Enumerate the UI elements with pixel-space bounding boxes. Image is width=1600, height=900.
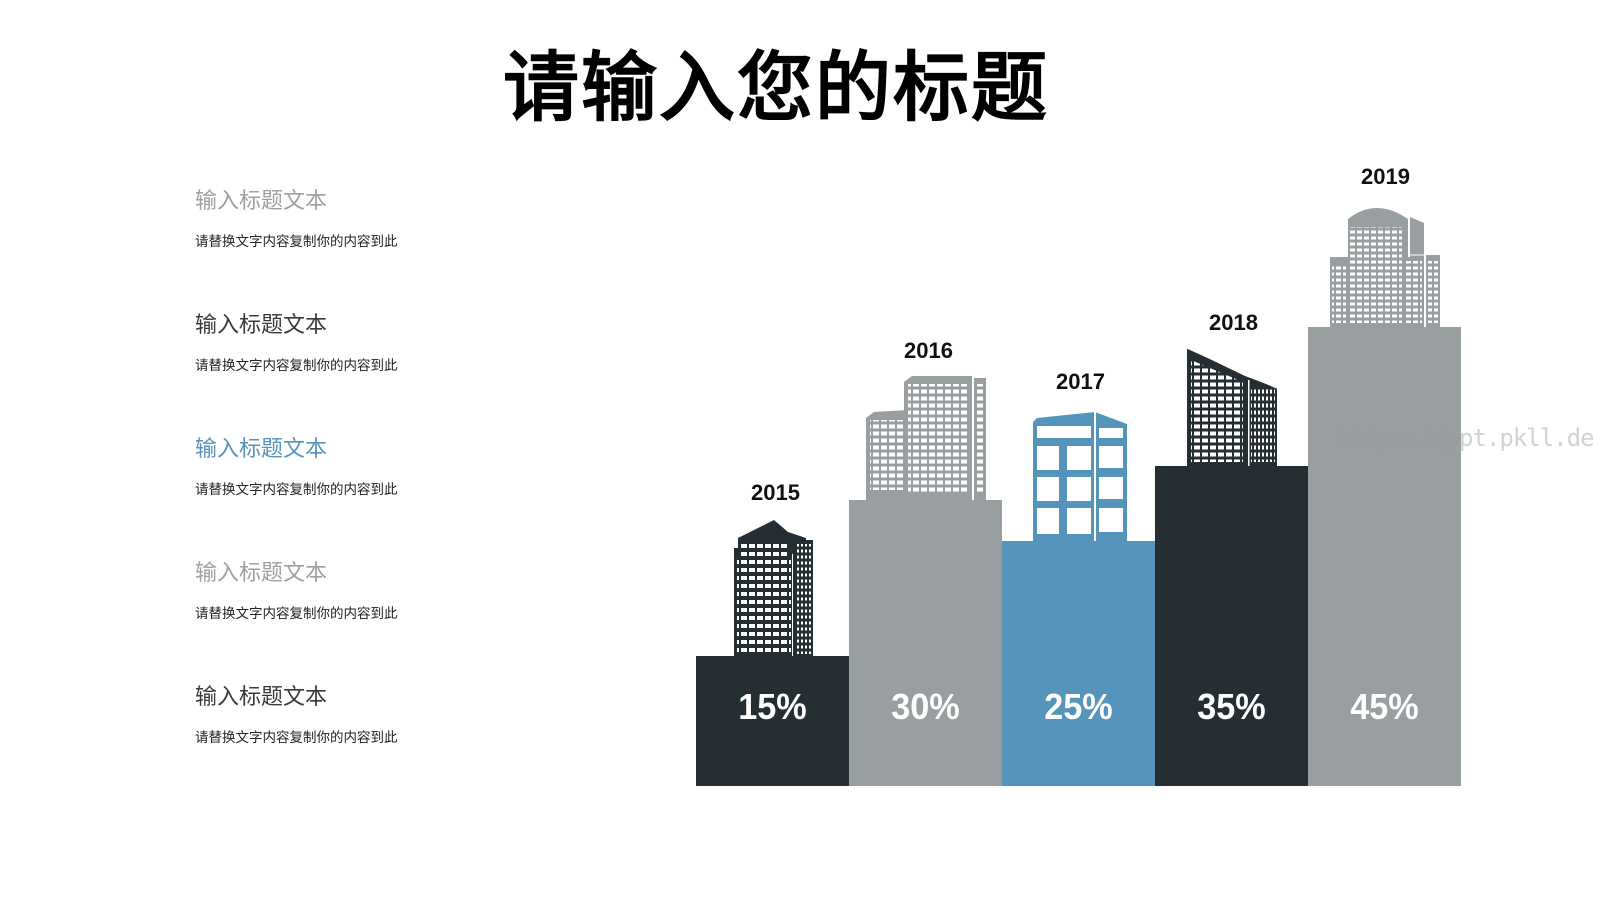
- list-item: 输入标题文本 请替换文字内容复制你的内容到此: [195, 308, 495, 432]
- value-label: 30%: [891, 686, 960, 727]
- value-label: 25%: [1044, 686, 1113, 727]
- value-label: 35%: [1197, 686, 1266, 727]
- year-label: 2016: [904, 338, 953, 363]
- bar-2019: [1308, 327, 1461, 786]
- year-label: 2015: [751, 480, 800, 505]
- year-label: 2017: [1056, 369, 1105, 394]
- bar-2015: [696, 656, 849, 786]
- item-body: 请替换文字内容复制你的内容到此: [195, 234, 398, 250]
- item-heading: 输入标题文本: [195, 189, 328, 214]
- item-body: 请替换文字内容复制你的内容到此: [195, 482, 398, 498]
- list-item: 输入标题文本 请替换文字内容复制你的内容到此: [195, 184, 495, 308]
- item-heading: 输入标题文本: [195, 561, 328, 586]
- list-item: 输入标题文本 请替换文字内容复制你的内容到此: [195, 432, 495, 556]
- building-icon: [1033, 412, 1127, 541]
- building-icon: [866, 376, 986, 500]
- value-label: 15%: [738, 686, 807, 727]
- text-list: 输入标题文本 请替换文字内容复制你的内容到此 输入标题文本 请替换文字内容复制你…: [195, 184, 495, 804]
- list-item: 输入标题文本 请替换文字内容复制你的内容到此: [195, 680, 495, 804]
- value-label: 45%: [1350, 686, 1419, 727]
- item-heading: 输入标题文本: [195, 313, 328, 338]
- list-item: 输入标题文本 请替换文字内容复制你的内容到此: [195, 556, 495, 680]
- item-heading: 输入标题文本: [195, 437, 328, 462]
- item-body: 请替换文字内容复制你的内容到此: [195, 606, 398, 622]
- building-icon: [1330, 208, 1440, 327]
- bar-2016: [849, 500, 1002, 786]
- year-label: 2019: [1361, 164, 1410, 189]
- page-title: 请输入您的标题: [503, 43, 1049, 132]
- watermark: https://ppt.pkll.de: [1338, 424, 1595, 452]
- bar-2018: [1155, 466, 1308, 786]
- year-label: 2018: [1209, 310, 1258, 335]
- item-heading: 输入标题文本: [195, 685, 328, 710]
- item-body: 请替换文字内容复制你的内容到此: [195, 358, 398, 374]
- bar-2017: [1002, 541, 1155, 786]
- building-icon: [734, 520, 813, 656]
- building-icon: [1186, 347, 1278, 466]
- item-body: 请替换文字内容复制你的内容到此: [195, 730, 398, 746]
